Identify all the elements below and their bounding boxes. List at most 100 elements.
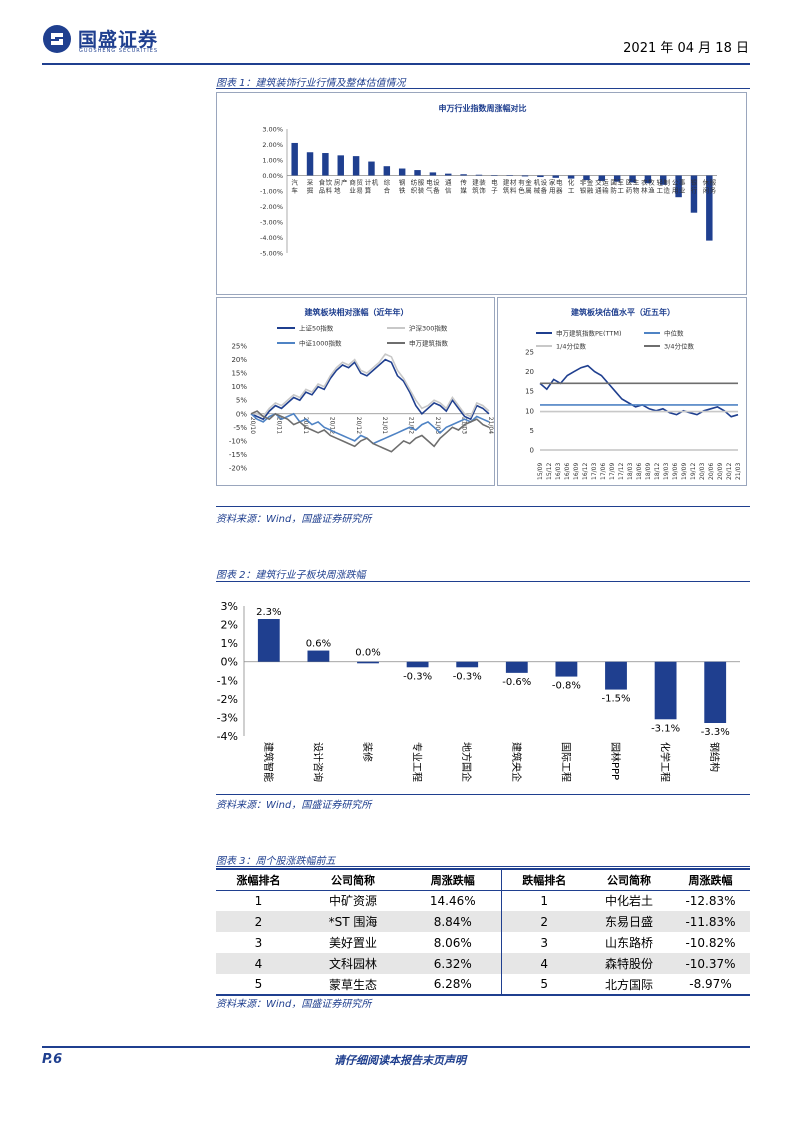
x-tick-label: 筑 <box>472 186 479 195</box>
table-cell: 中矿资源 <box>328 894 377 909</box>
x-tick-label: 电 <box>556 178 563 187</box>
x-tick-label: 21/03 <box>735 463 742 480</box>
x-tick-label: 地方国企 <box>460 742 473 782</box>
x-tick-label: 17/12 <box>618 463 625 480</box>
y-tick-label: -15% <box>229 451 247 459</box>
y-tick-label: 0.00% <box>262 172 283 180</box>
table-cell: 东易日盛 <box>587 911 671 932</box>
x-tick-label: 21/02 <box>408 417 415 434</box>
x-tick-label: 务 <box>710 186 717 195</box>
y-tick-label: -3% <box>217 711 238 724</box>
x-tick-label: 设 <box>433 178 440 187</box>
legend-label: 1/4分位数 <box>556 342 586 351</box>
y-tick-label: -1% <box>217 674 238 687</box>
x-tick-label: 计 <box>365 178 372 187</box>
x-tick-label: 媒 <box>460 186 467 195</box>
x-tick-label: 15/09 <box>537 463 544 480</box>
x-tick-label: 化 <box>568 178 575 187</box>
y-tick-label: 20% <box>231 356 247 364</box>
x-tick-label: 16/06 <box>564 463 571 480</box>
x-tick-label: 子 <box>491 187 498 195</box>
table-cell: -10.82% <box>685 935 736 950</box>
x-tick-label: 建 <box>472 178 479 187</box>
x-tick-label: 汽 <box>291 178 298 187</box>
x-tick-label: 装 <box>479 178 486 187</box>
footer-divider <box>42 1046 750 1048</box>
x-tick-label: 国 <box>610 179 617 187</box>
table-cell: 4 <box>501 953 587 974</box>
bar <box>537 175 544 178</box>
x-tick-label: 料 <box>510 186 517 195</box>
bar <box>605 661 627 690</box>
bar <box>406 661 429 668</box>
y-tick-label: 0% <box>236 410 247 418</box>
x-tick-label: 房 <box>334 178 341 187</box>
x-tick-label: 19/06 <box>672 463 679 480</box>
x-tick-label: 电 <box>491 178 498 187</box>
x-tick-label: 采 <box>307 178 314 187</box>
valuation-chart-title: 建筑板块估值水平（近五年） <box>571 308 675 317</box>
y-tick-label: -10% <box>229 437 247 445</box>
table-cell: 8.84% <box>405 911 502 932</box>
x-tick-label: 公 <box>672 179 679 187</box>
bar <box>383 166 391 176</box>
company-name-en: GUOSHENG SECURITIES <box>79 48 159 54</box>
table-row: 4 文科园林 6.32% 4 森特股份 -10.37% <box>216 953 750 974</box>
x-tick-label: 备 <box>433 186 440 195</box>
bar <box>567 175 575 179</box>
x-tick-label: 材 <box>510 178 517 187</box>
y-tick-label: -5% <box>233 424 247 432</box>
figure1-caption-rule <box>216 88 750 89</box>
data-label: -0.3% <box>403 671 432 682</box>
bar <box>555 661 578 677</box>
figure2-bottom-rule <box>216 794 750 795</box>
report-date: 2021 年 04 月 18 日 <box>623 41 749 56</box>
x-tick-label: 车 <box>291 186 298 195</box>
header-divider <box>42 63 750 65</box>
x-tick-label: 渔 <box>648 186 655 195</box>
industry-weekly-chart-panel: 申万行业指数周涨幅对比 3.00% 2.00% 1.00% 0.00% -1.00% -2… <box>216 92 747 295</box>
x-tick-label: 掘 <box>307 186 314 195</box>
subsector-weekly-chart: 3% 2% 1% 0% -1% -2% -3% -4% 2.3% 0.6% 0.0% -0.3% -0.… <box>217 600 740 782</box>
bar <box>291 142 298 176</box>
x-tick-label: 19/03 <box>663 463 670 480</box>
x-tick-label: 20/11 <box>302 417 309 434</box>
x-tick-label: 纺 <box>411 178 418 187</box>
table-cell: 3 <box>254 935 263 950</box>
y-tick-label: 5% <box>236 397 247 405</box>
x-tick-label: 融 <box>587 186 594 195</box>
figure2-caption-rule <box>216 581 750 582</box>
y-tick-label: 10 <box>525 407 534 415</box>
bar <box>456 661 479 668</box>
x-tick-label: 20/11 <box>275 417 282 434</box>
table-cell: 山东路桥 <box>604 936 653 950</box>
bar <box>429 172 437 176</box>
x-tick-label: 21/04 <box>487 417 494 434</box>
x-tick-label: 银 <box>691 178 698 187</box>
x-tick-label: 20/12 <box>355 417 362 434</box>
x-tick-label: 20/12 <box>726 463 733 480</box>
y-tick-label: 3.00% <box>262 126 283 134</box>
legend-label: 中证1000指数 <box>299 339 342 348</box>
top-movers-table: 涨幅排名 公司简称 周涨跌幅 跌幅排名 公司简称 周涨跌幅 1 中矿资源 14.… <box>216 868 750 996</box>
x-tick-label: 金 <box>587 178 594 187</box>
y-tick-label: -4.00% <box>260 234 283 242</box>
data-label: 0.0% <box>355 648 380 659</box>
x-tick-label: 商 <box>349 178 356 187</box>
x-tick-label: 综 <box>384 178 391 187</box>
bar <box>357 661 379 664</box>
x-tick-label: 铁 <box>399 186 406 195</box>
legend-label: 中位数 <box>664 329 684 338</box>
series-line <box>250 358 490 421</box>
series-line <box>539 364 739 418</box>
table-cell: -11.83% <box>671 911 750 932</box>
table-row: 5 蒙草生态 6.28% 5 北方国际 -8.97% <box>216 974 750 996</box>
table-cell: 6.28% <box>405 974 502 996</box>
x-tick-label: 算 <box>365 186 372 195</box>
bar <box>368 161 375 176</box>
series-line <box>250 410 490 453</box>
bar <box>704 661 727 723</box>
x-tick-label: 输 <box>602 186 609 195</box>
table-cell: 1 <box>540 893 549 908</box>
x-tick-label: 军 <box>617 179 624 187</box>
